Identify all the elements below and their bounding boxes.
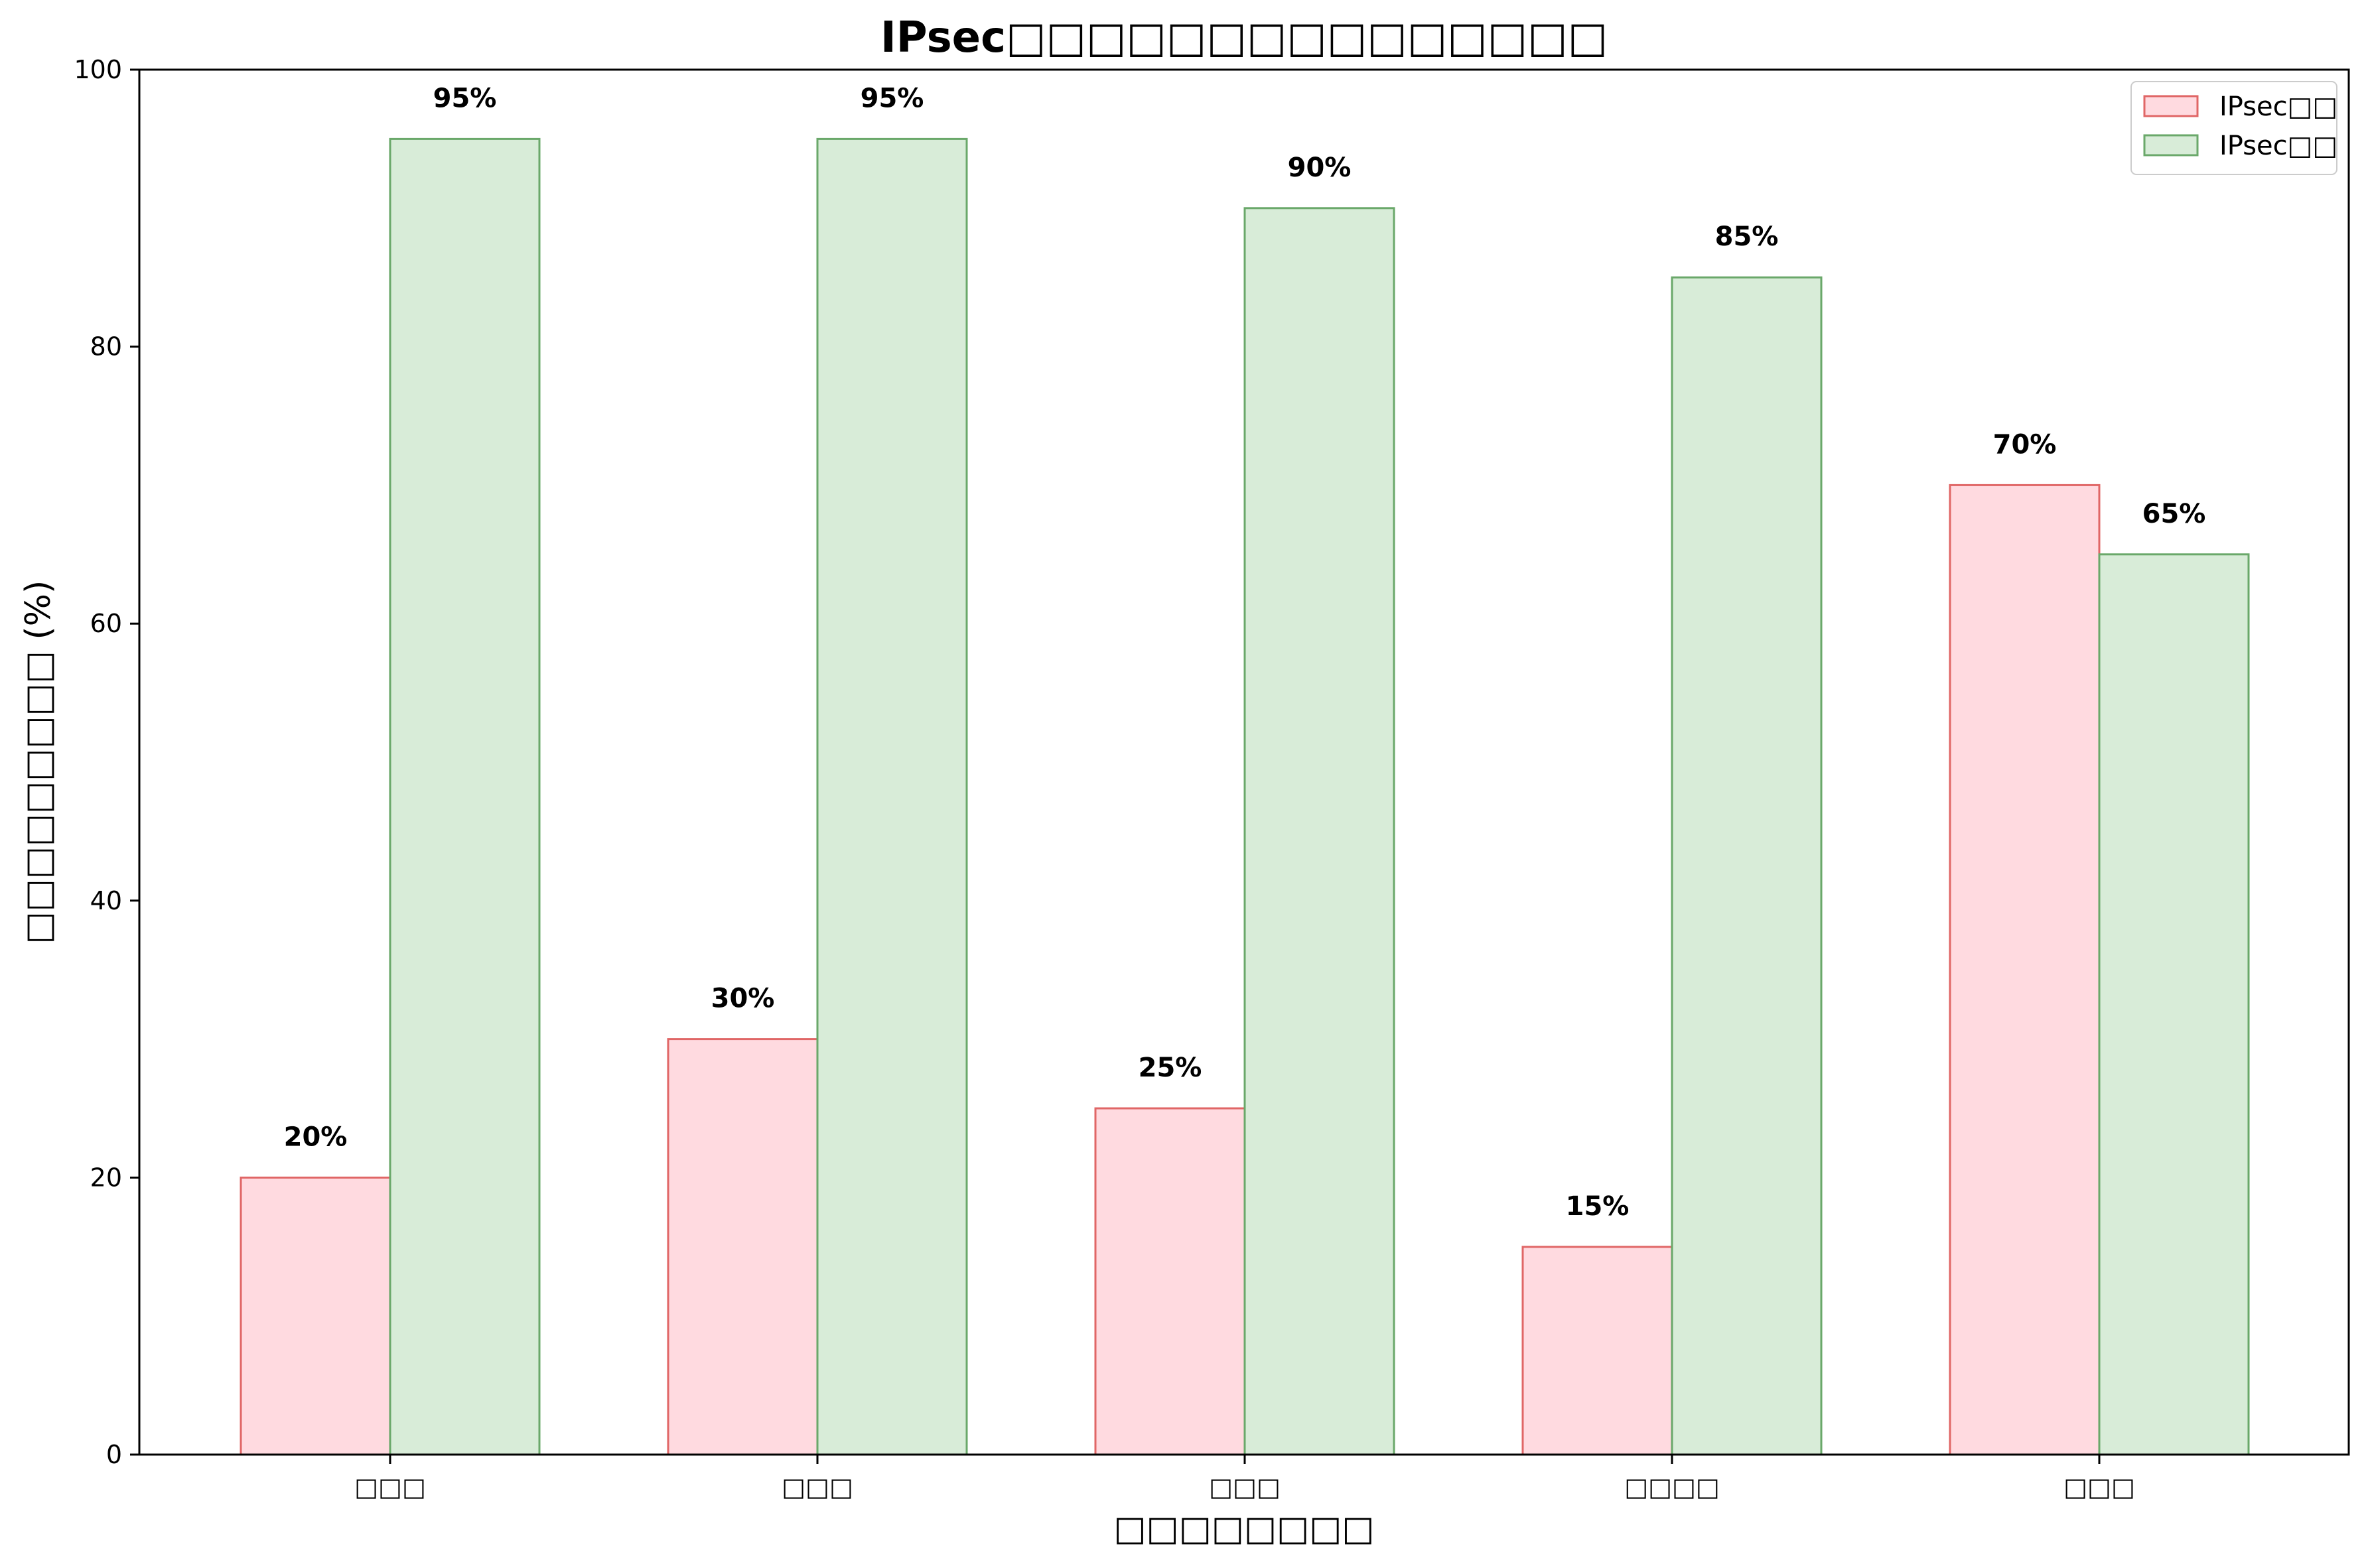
y-tick-label: 40 [90,886,122,915]
data-label-series-2-cat-3: 90% [1288,153,1352,183]
bar-series-2-cat-4 [1671,276,1823,1456]
legend: IPsec□□ IPsec□□ [2130,81,2337,175]
bar-series-1-cat-1 [240,1176,391,1456]
data-label-series-1-cat-4: 15% [1566,1191,1630,1222]
y-tick-label: 60 [90,609,122,638]
bar-series-2-cat-2 [816,137,968,1456]
data-label-series-1-cat-2: 30% [711,984,775,1014]
x-axis-label: □□□□□□□□ [1113,1509,1374,1549]
x-tick-label: □□□ [782,1472,853,1502]
y-tick-label: 0 [106,1440,122,1469]
bar-series-1-cat-5 [1949,484,2101,1456]
legend-swatch-series-2 [2143,134,2199,157]
y-axis-ticks: 0 20 40 60 80 100 [74,55,139,1469]
x-tick-label: □□□ [1209,1472,1281,1502]
y-tick-label: 20 [90,1163,122,1192]
data-label-series-2-cat-1: 95% [433,83,497,113]
x-tick-label: □□□□ [1624,1472,1720,1502]
bar-series-2-cat-1 [389,137,541,1456]
legend-label-series-2: IPsec□□ [2219,131,2337,161]
data-label-series-2-cat-2: 95% [861,83,924,113]
legend-swatch-series-1 [2143,95,2199,117]
data-label-series-2-cat-5: 65% [2142,499,2206,529]
chart-title: IPsec□□□□□□□□□□□□□□□ [880,13,1608,62]
bars-group [240,137,2250,1456]
bar-series-2-cat-3 [1243,207,1395,1456]
data-labels-group: 20% 95% 30% 95% 25% 90% 15% 85% 70% 65% [284,83,2206,1221]
data-label-series-1-cat-3: 25% [1139,1053,1202,1083]
x-tick-label: □□□ [2063,1472,2135,1502]
x-tick-label: □□□ [354,1472,426,1502]
data-label-series-2-cat-4: 85% [1715,222,1779,252]
y-tick-label: 80 [90,332,122,361]
data-label-series-1-cat-1: 20% [284,1122,348,1152]
data-label-series-1-cat-5: 70% [1993,429,2057,460]
y-axis-label: □□□□□□□□□ (%) [19,580,58,945]
x-axis-ticks: □□□ □□□ □□□ □□□□ □□□ [354,1455,2135,1502]
legend-label-series-1: IPsec□□ [2219,92,2337,122]
bar-series-1-cat-3 [1094,1107,1246,1456]
y-tick-label: 100 [74,55,122,84]
bar-series-1-cat-4 [1521,1246,1673,1456]
bar-series-1-cat-2 [667,1038,819,1456]
bar-series-2-cat-5 [2098,553,2250,1456]
